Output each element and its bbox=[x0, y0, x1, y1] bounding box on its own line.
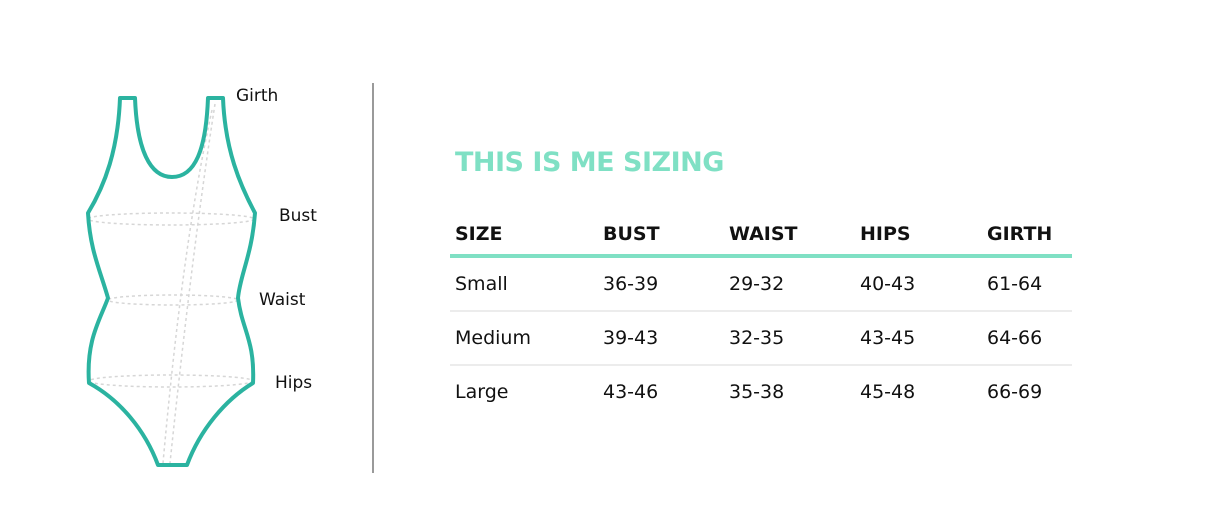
cell-hips: 45-48 bbox=[860, 381, 916, 403]
cell-size: Medium bbox=[455, 327, 531, 349]
vertical-divider bbox=[372, 83, 374, 473]
cell-hips: 40-43 bbox=[860, 273, 916, 295]
table-header: SIZE BUST WAIST HIPS GIRTH bbox=[450, 214, 1072, 258]
cell-girth: 64-66 bbox=[987, 327, 1043, 349]
girth-label: Girth bbox=[236, 86, 279, 106]
header-hips: HIPS bbox=[860, 223, 911, 245]
cell-bust: 43-46 bbox=[603, 381, 659, 403]
cell-hips: 43-45 bbox=[860, 327, 916, 349]
table-row: Large 43-46 35-38 45-48 66-69 bbox=[450, 366, 1072, 418]
cell-size: Large bbox=[455, 381, 509, 403]
waist-label: Waist bbox=[259, 290, 306, 310]
cell-waist: 29-32 bbox=[729, 273, 785, 295]
table-row: Small 36-39 29-32 40-43 61-64 bbox=[450, 258, 1072, 312]
cell-waist: 35-38 bbox=[729, 381, 785, 403]
cell-girth: 61-64 bbox=[987, 273, 1043, 295]
bust-label: Bust bbox=[279, 206, 317, 226]
girth-guide bbox=[169, 103, 216, 464]
bust-guide bbox=[87, 212, 255, 226]
girth-guide bbox=[162, 109, 213, 464]
hips-label: Hips bbox=[275, 373, 313, 393]
table-row: Medium 39-43 32-35 43-45 64-66 bbox=[450, 312, 1072, 366]
header-waist: WAIST bbox=[729, 223, 798, 245]
swimsuit-outline bbox=[86, 96, 257, 467]
cell-bust: 36-39 bbox=[603, 273, 659, 295]
cell-size: Small bbox=[455, 273, 508, 295]
cell-girth: 66-69 bbox=[987, 381, 1043, 403]
header-size: SIZE bbox=[455, 223, 503, 245]
waist-guide bbox=[107, 294, 239, 306]
page-title: THIS IS ME SIZING bbox=[455, 147, 724, 178]
cell-waist: 32-35 bbox=[729, 327, 785, 349]
swimsuit-diagram bbox=[86, 96, 257, 467]
size-table: SIZE BUST WAIST HIPS GIRTH Small 36-39 2… bbox=[450, 214, 1072, 418]
cell-bust: 39-43 bbox=[603, 327, 659, 349]
header-bust: BUST bbox=[603, 223, 660, 245]
header-girth: GIRTH bbox=[987, 223, 1053, 245]
